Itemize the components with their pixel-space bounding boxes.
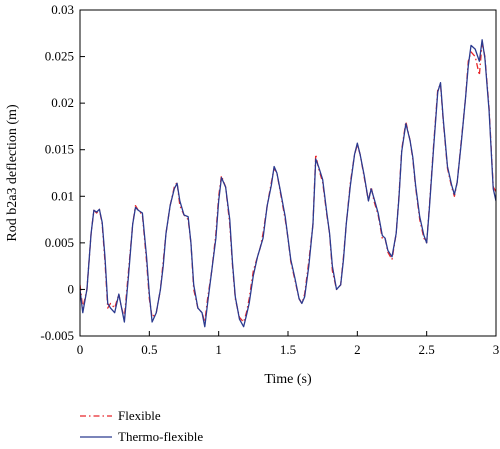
legend-thermo-flexible-label: Thermo-flexible <box>118 429 203 444</box>
plot-frame <box>79 9 497 337</box>
y-tick-label: 0.015 <box>45 142 74 157</box>
y-tick-label: 0.01 <box>51 188 74 203</box>
y-axis: -0.005 0 0.005 0.01 0.015 0.02 0.025 0.03 <box>40 2 85 343</box>
series-line-flexible <box>80 41 496 323</box>
y-axis-label: Rod b2a3 deflection (m) <box>5 104 20 242</box>
x-tick-label: 1 <box>215 342 222 357</box>
y-tick-label: 0.03 <box>51 2 74 17</box>
y-tick-label: 0.005 <box>45 235 74 250</box>
y-tick-label: -0.005 <box>40 328 74 343</box>
legend-flexible-label: Flexible <box>118 408 161 423</box>
x-tick-label: 0 <box>77 342 84 357</box>
plot-area <box>79 9 497 337</box>
x-tick-label: 2.5 <box>419 342 435 357</box>
x-tick-label: 3 <box>493 342 500 357</box>
x-axis-label: Time (s) <box>264 372 312 387</box>
x-tick-label: 1.5 <box>280 342 296 357</box>
y-tick-label: 0.02 <box>51 95 74 110</box>
series-layer <box>80 39 496 328</box>
y-tick-label: 0.025 <box>45 49 74 64</box>
legend: Flexible Thermo-flexible <box>80 408 203 444</box>
y-tick-label: 0 <box>68 281 75 296</box>
x-axis: 0 0.5 1 1.5 2 2.5 3 <box>77 331 500 357</box>
x-tick-label: 2 <box>354 342 361 357</box>
series-line-thermo-flexible <box>80 39 496 328</box>
x-tick-label: 0.5 <box>141 342 157 357</box>
